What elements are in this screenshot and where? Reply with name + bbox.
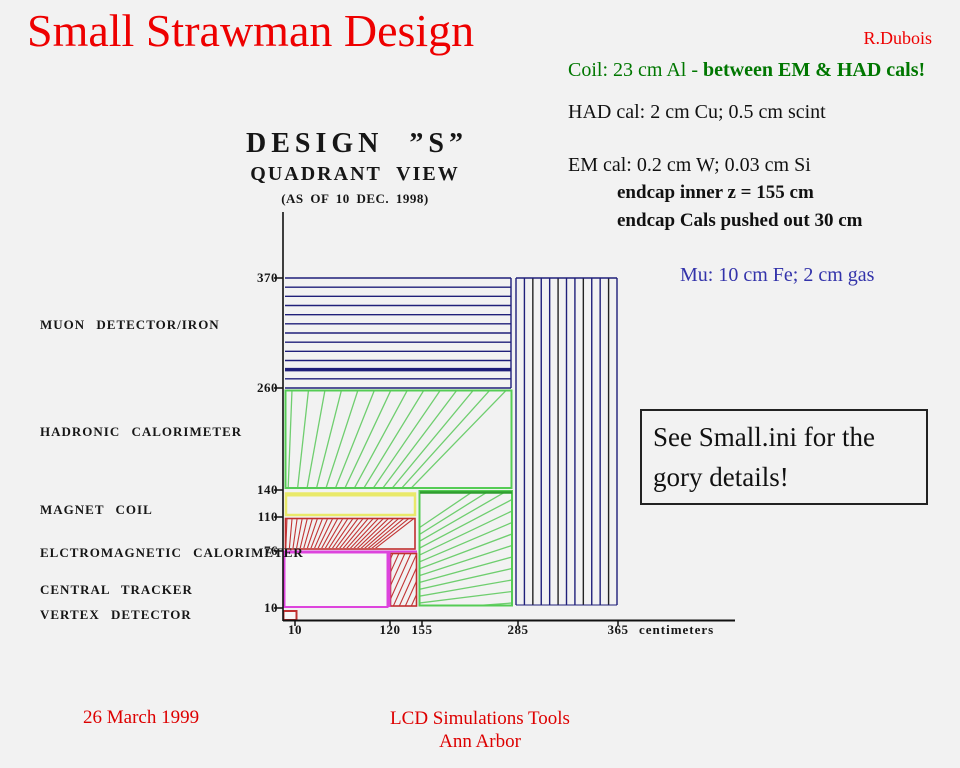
footer-line1: LCD Simulations Tools	[390, 708, 570, 729]
x-axis-tick-label: 155	[411, 622, 433, 637]
annotation-endcap-inner-z: endcap inner z = 155 cm	[617, 182, 814, 203]
component-label: VERTEX DETECTOR	[40, 607, 192, 622]
y-axis-tick-label: 110	[257, 509, 278, 524]
annotation-coil-prefix: Coil: 23 cm Al -	[568, 59, 703, 81]
x-axis-unit-label: centimeters	[639, 622, 715, 637]
x-axis-tick-label: 10	[288, 622, 302, 637]
note-box: See Small.ini for the gory details!	[640, 409, 928, 505]
annotation-muon: Mu: 10 cm Fe; 2 cm gas	[680, 264, 875, 286]
annotation-em-cal: EM cal: 0.2 cm W; 0.03 cm Si	[568, 154, 811, 176]
annotation-coil: Coil: 23 cm Al - between EM & HAD cals!	[568, 59, 925, 82]
design-date-note: (AS OF 10 DEC. 1998)	[281, 191, 429, 206]
y-axis-tick-label: 10	[264, 600, 278, 615]
component-label: MAGNET COIL	[40, 502, 153, 517]
y-axis-tick-label: 140	[257, 482, 278, 497]
x-axis-tick-label: 120	[379, 622, 401, 637]
annotation-coil-bold: between EM & HAD cals!	[703, 59, 926, 81]
author-name: R.Dubois	[863, 28, 932, 48]
component-label: HADRONIC CALORIMETER	[40, 424, 243, 439]
component-label: CENTRAL TRACKER	[40, 582, 193, 597]
footer-line2: Ann Arbor	[439, 731, 521, 752]
footer-date: 26 March 1999	[83, 707, 200, 728]
note-box-line2: gory details!	[653, 462, 789, 492]
note-box-line1: See Small.ini for the	[653, 422, 875, 452]
page-title: Small Strawman Design	[27, 5, 475, 56]
component-label: ELCTROMAGNETIC CALORIMETER	[40, 545, 304, 560]
annotation-endcap-pushed: endcap Cals pushed out 30 cm	[617, 210, 863, 231]
x-axis-tick-label: 365	[607, 622, 629, 637]
design-heading: DESIGN ”S” QUADRANT VIEW (AS OF 10 DEC. …	[246, 128, 464, 207]
design-title: DESIGN ”S”	[246, 128, 468, 159]
y-axis-tick-label: 76	[264, 543, 278, 558]
annotation-had-cal: HAD cal: 2 cm Cu; 0.5 cm scint	[568, 101, 826, 123]
design-subtitle: QUADRANT VIEW	[250, 163, 460, 185]
y-axis-tick-label: 370	[257, 270, 278, 285]
y-axis-tick-label: 260	[257, 380, 278, 395]
footer-center: LCD Simulations Tools Ann Arbor	[320, 707, 640, 753]
component-label: MUON DETECTOR/IRON	[40, 317, 220, 332]
x-axis-tick-label: 285	[507, 622, 529, 637]
